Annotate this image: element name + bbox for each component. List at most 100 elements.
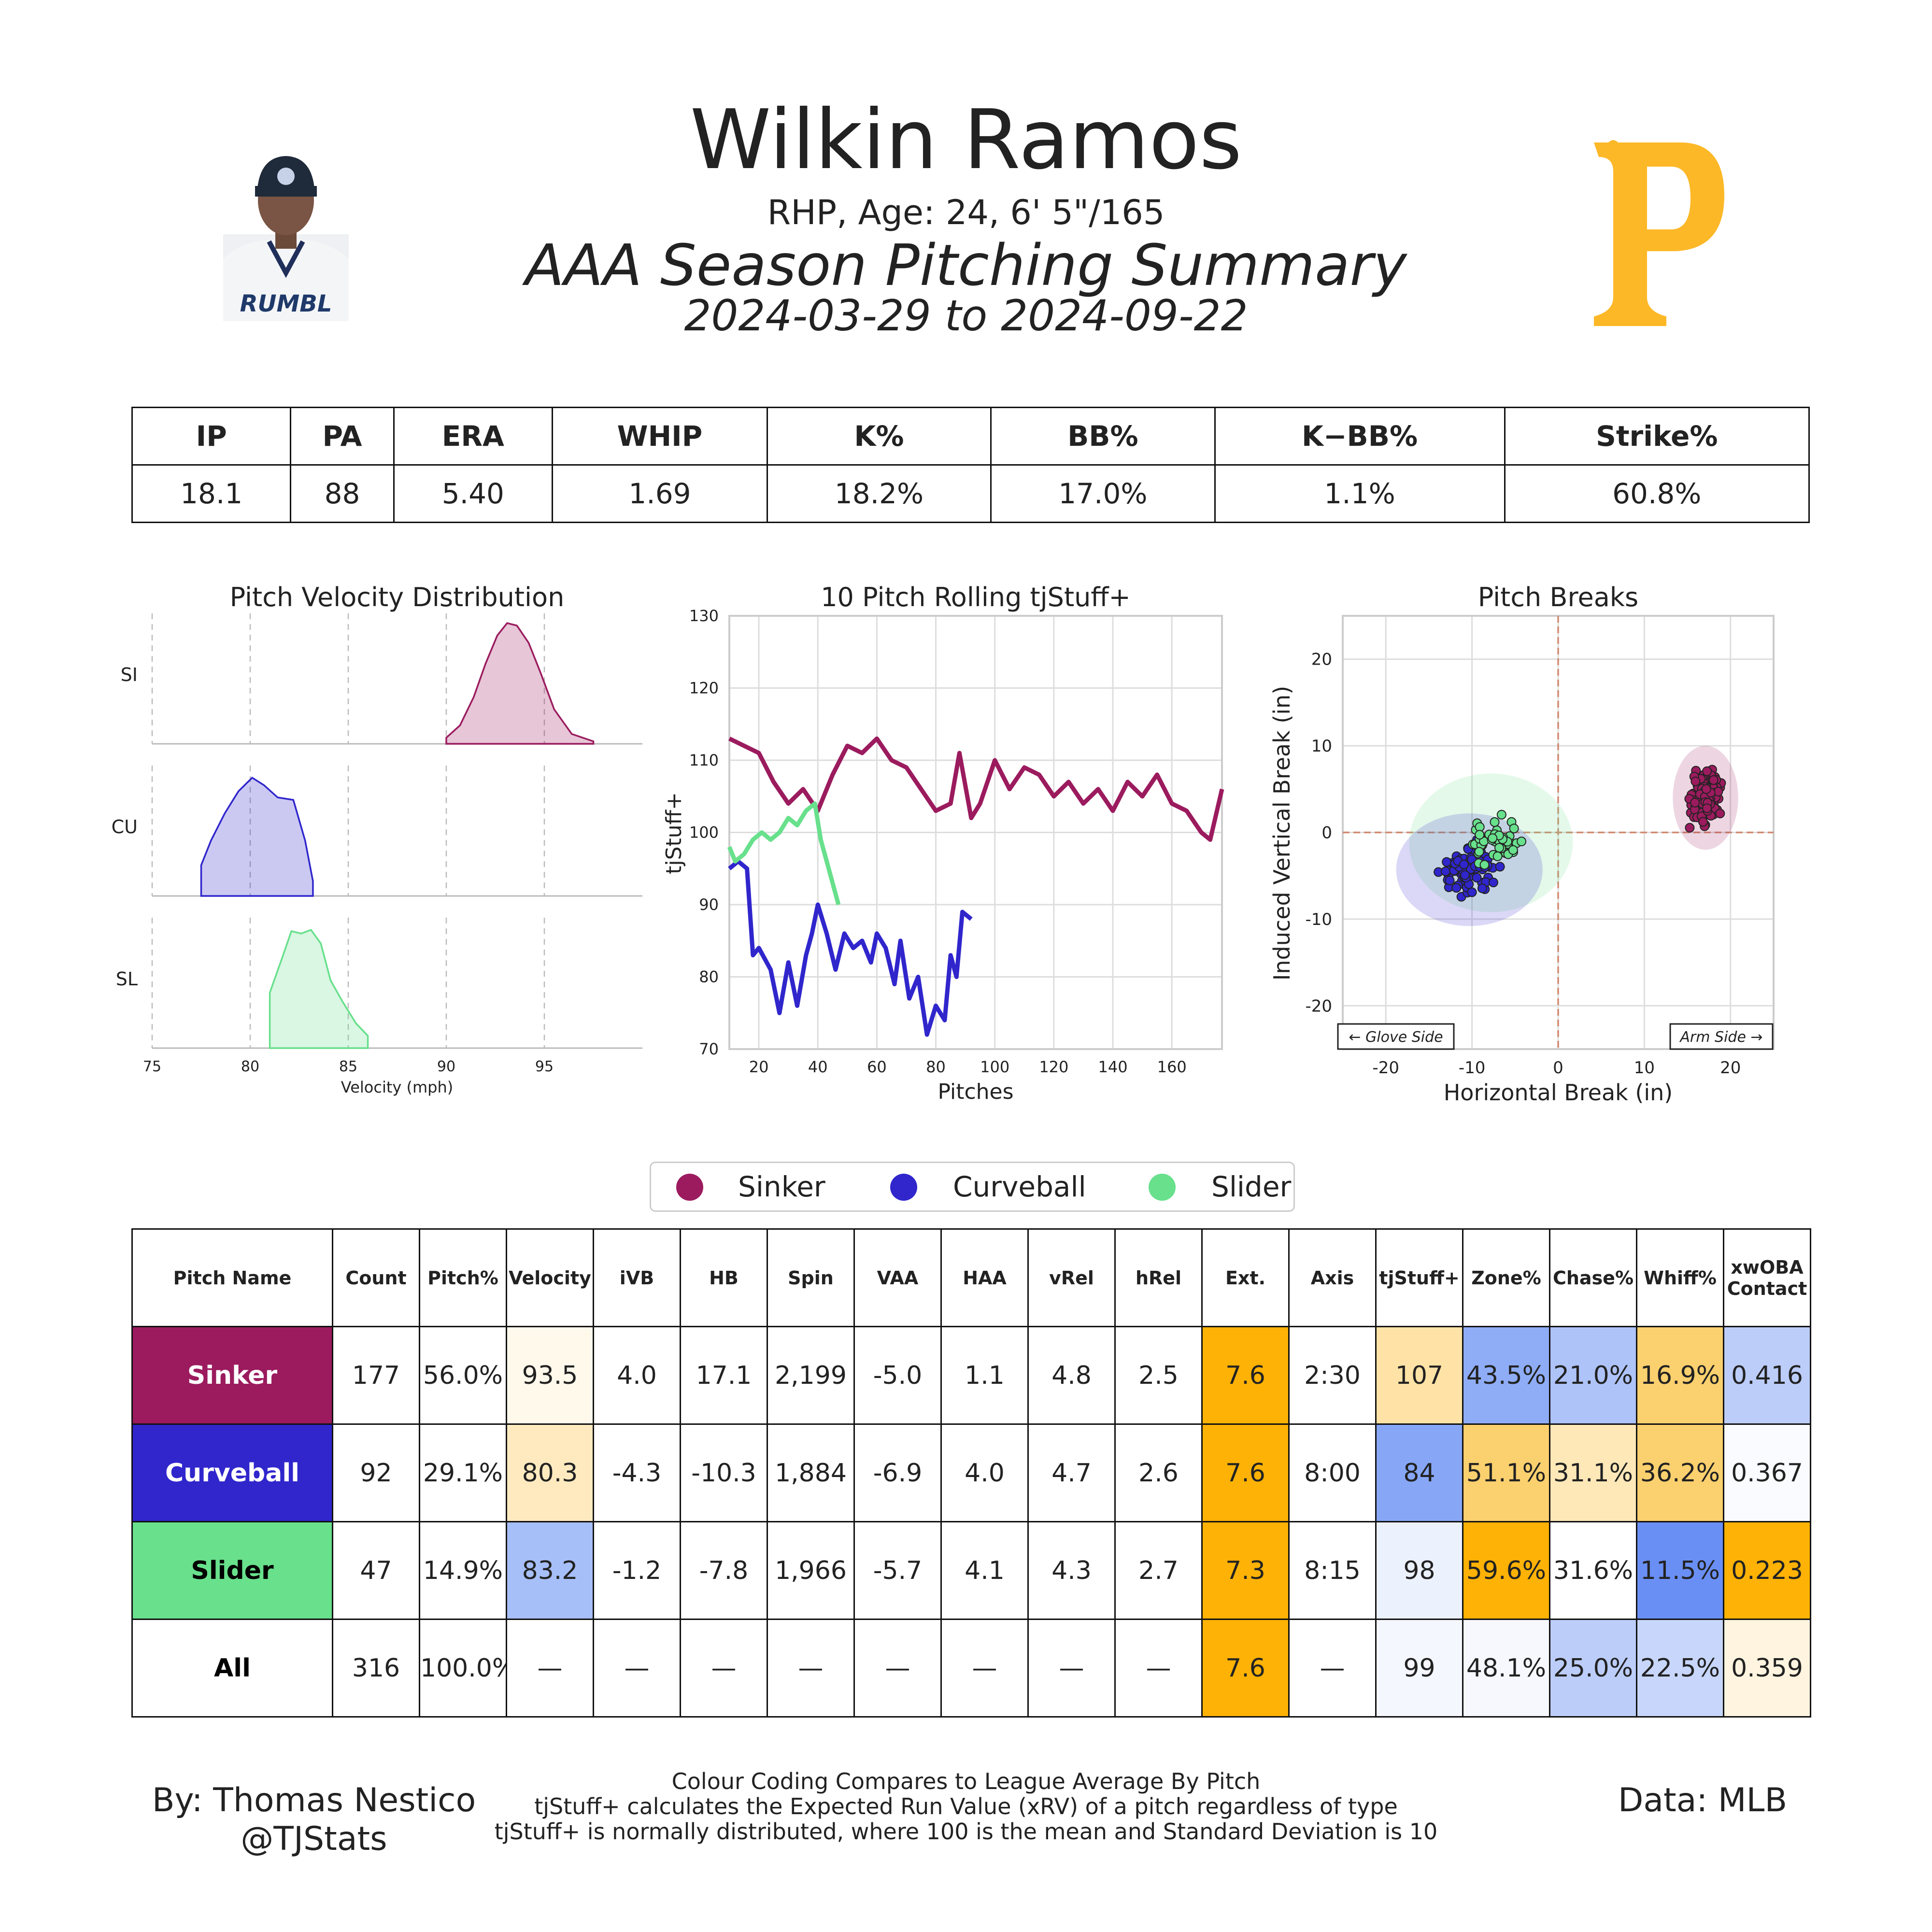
pitch-row-all: All 316 100.0% — — — — — — — —7.6—99 48.1% 25.0% 22.5… (131, 1619, 1811, 1718)
pitch-cell-ivb: — (593, 1619, 681, 1718)
pitch-cell-xwoba-contact: 0.367 (1723, 1423, 1811, 1522)
breaks-point-slider (1494, 843, 1504, 853)
pitch-cell-ext: 7.6 (1201, 1423, 1290, 1522)
pitch-cell-pitch: 100.0% (419, 1619, 507, 1718)
rolling-chart-title: 10 Pitch Rolling tjStuff+ (821, 582, 1131, 612)
rolling-x-tick-label: 60 (867, 1058, 887, 1076)
breaks-point-curveball (1460, 870, 1470, 880)
breaks-point-curveball (1488, 878, 1498, 887)
rolling-x-tick-label: 120 (1039, 1058, 1068, 1076)
pitch-cell-haa: 4.1 (940, 1521, 1029, 1620)
pitch-cell-vaa: -5.0 (853, 1326, 942, 1425)
pitch-table-header-tjstuff: tjStuff+ (1375, 1228, 1463, 1327)
pitch-cell-velocity: 80.3 (506, 1423, 594, 1522)
summary-title: AAA Season Pitching Summary (525, 232, 1407, 298)
pitch-cell-ext: 7.6 (1201, 1326, 1290, 1425)
pitch-cell-haa: 1.1 (940, 1326, 1029, 1425)
pitch-cell-haa: 4.0 (940, 1423, 1029, 1522)
pitch-cell-count: 47 (332, 1521, 420, 1620)
pitch-cell-hrel: 2.7 (1114, 1521, 1203, 1620)
pitch-name-cell: Sinker (131, 1326, 333, 1425)
rolling-plot-frame (728, 615, 1223, 1050)
pitch-cell-vaa: — (853, 1619, 942, 1718)
pitch-cell-chase: 31.6% (1549, 1521, 1637, 1620)
stats-value-k-bb-pct: 1.1% (1214, 464, 1506, 523)
pitch-cell-tjstuff: 107 (1375, 1326, 1463, 1425)
pitch-cell-vaa: -6.9 (853, 1423, 942, 1522)
glove-side-label: ← Glove Side (1349, 1029, 1443, 1046)
pitch-cell-ivb: 4.0 (593, 1326, 681, 1425)
svg-text:RUMBL: RUMBL (240, 290, 332, 317)
rolling-x-tick-label: 40 (808, 1058, 828, 1076)
pitch-row-sinker: Sinker 177 56.0% 93.5 4.0 17.1 2,199 -5.0 1.1 4.8… (131, 1326, 1811, 1425)
pitch-table-header-hb: HB (680, 1228, 768, 1327)
rolling-x-tick-label: 160 (1157, 1058, 1187, 1076)
velocity-row-label-cu: CU (112, 816, 138, 838)
season-stats-table: IP PA ERA WHIP K% BB% K−BB% Strike% 18.1… (131, 407, 1810, 523)
rolling-x-tick-label: 100 (980, 1058, 1009, 1076)
pitch-table-header-count: Count (332, 1228, 420, 1327)
byline: By: Thomas Nestico @TJStats (145, 1781, 483, 1859)
breaks-point-curveball (1467, 887, 1477, 897)
breaks-x-tick-label: 20 (1720, 1058, 1741, 1078)
breaks-y-tick-label: 10 (1311, 737, 1332, 756)
legend-marker-sinker (676, 1174, 703, 1201)
rolling-y-tick-label: 80 (699, 968, 719, 986)
pitch-cell-hb: 17.1 (680, 1326, 768, 1425)
team-logo (1589, 138, 1729, 331)
pitch-cell-whiff: 16.9% (1636, 1326, 1724, 1425)
breaks-point-curveball (1459, 859, 1469, 869)
velocity-density-sl (269, 929, 369, 1049)
stats-header-ip: IP (131, 407, 292, 466)
pitch-cell-xwoba-contact: 0.359 (1723, 1619, 1811, 1718)
rolling-y-tick-label: 120 (689, 679, 719, 697)
velocity-density-cu (200, 776, 314, 897)
breaks-point-sinker (1701, 784, 1711, 794)
pitch-cell-axis: — (1288, 1619, 1377, 1718)
velocity-tick-label: 80 (241, 1058, 259, 1075)
breaks-point-slider (1488, 833, 1498, 843)
rolling-x-tick-label: 140 (1098, 1058, 1127, 1076)
footnote-tjstuff-definition: tjStuff+ calculates the Expected Run Val… (534, 1793, 1398, 1819)
velocity-row-label-sl: SL (116, 968, 138, 990)
pitch-cell-chase: 25.0% (1549, 1619, 1637, 1718)
breaks-point-slider (1479, 860, 1490, 870)
pitch-cell-ivb: -4.3 (593, 1423, 681, 1522)
breaks-point-sinker (1685, 823, 1695, 833)
pitch-cell-axis: 8:00 (1288, 1423, 1377, 1522)
stats-value-whip: 1.69 (552, 464, 768, 523)
breaks-y-tick-label: 20 (1311, 650, 1332, 669)
stats-header-k-bb-pct: K−BB% (1214, 407, 1506, 466)
rolling-line-sinker (728, 736, 1224, 842)
stats-value-ip: 18.1 (131, 464, 292, 523)
date-range: 2024-03-29 to 2024-09-22 (684, 291, 1248, 341)
stats-header-pa: PA (290, 407, 395, 466)
pitch-cell-spin: 1,884 (767, 1423, 855, 1522)
pitch-cell-tjstuff: 99 (1375, 1619, 1463, 1718)
pitch-name-cell: All (131, 1619, 333, 1718)
pitch-table-header-spin: Spin (767, 1228, 855, 1327)
pitch-table-header-hrel: hRel (1114, 1228, 1203, 1327)
rolling-x-tick-label: 80 (926, 1058, 946, 1076)
pitch-cell-vrel: 4.7 (1027, 1423, 1116, 1522)
stats-value-pa: 88 (290, 464, 395, 523)
pitch-cell-axis: 2:30 (1288, 1326, 1377, 1425)
pitch-cell-velocity: — (506, 1619, 594, 1718)
rolling-y-tick-label: 90 (699, 895, 719, 914)
pitch-cell-pitch: 29.1% (419, 1423, 507, 1522)
stats-header-whip: WHIP (552, 407, 768, 466)
stats-value-era: 5.40 (393, 464, 554, 523)
breaks-x-tick-label: -10 (1459, 1058, 1486, 1078)
pitch-cell-zone: 48.1% (1462, 1619, 1550, 1718)
rolling-x-tick-label: 20 (749, 1058, 769, 1076)
rolling-y-tick-label: 70 (699, 1040, 719, 1058)
pitch-cell-hb: — (680, 1619, 768, 1718)
pitch-table-header-axis: Axis (1288, 1228, 1377, 1327)
pitch-cell-vaa: -5.7 (853, 1521, 942, 1620)
rolling-line-curveball (728, 859, 973, 1037)
pitch-cell-count: 316 (332, 1619, 420, 1718)
breaks-y-axis-label: Induced Vertical Break (in) (1269, 686, 1295, 980)
breaks-chart-title: Pitch Breaks (1478, 582, 1638, 612)
stats-header-strike-pct: Strike% (1504, 407, 1810, 466)
rolling-y-tick-label: 110 (689, 751, 719, 769)
